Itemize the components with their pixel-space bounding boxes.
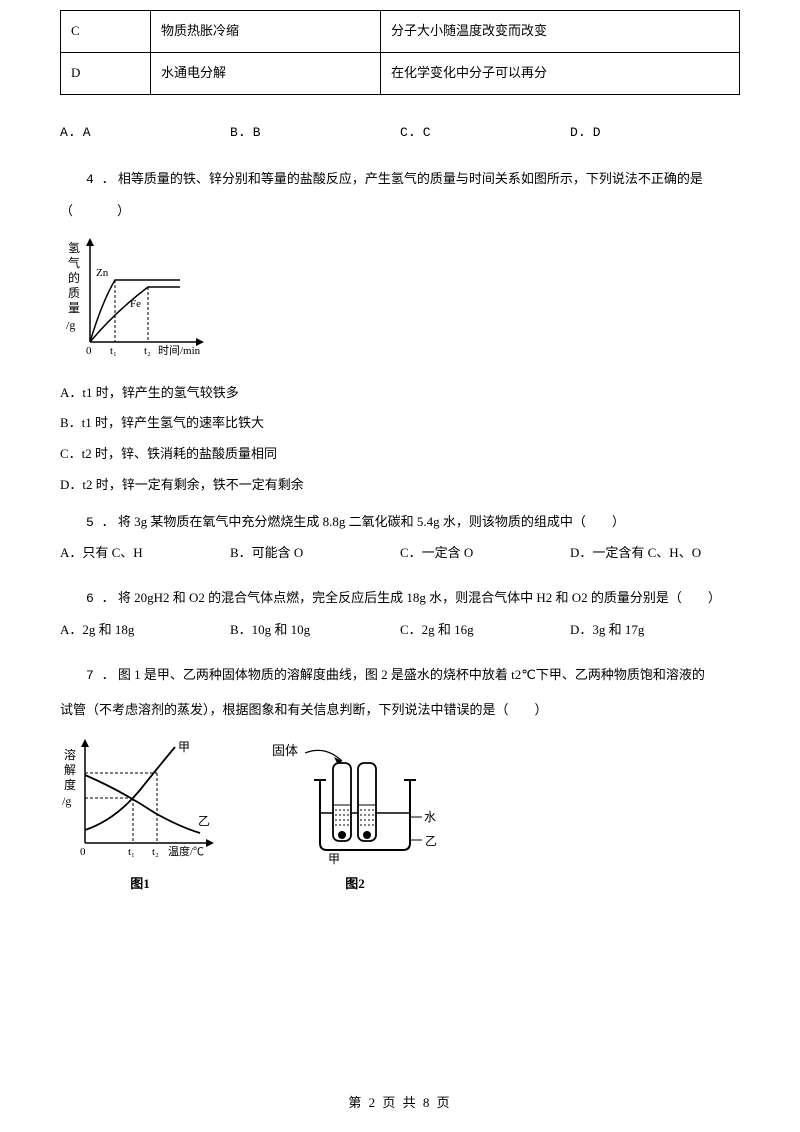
- svg-text:温度/℃: 温度/℃: [168, 844, 204, 858]
- q7-text-line2: 试管（不考虑溶剂的蒸发），根据图象和有关信息判断，下列说法中错误的是（ ）: [60, 696, 740, 725]
- q6-body: 将 20gH2 和 O2 的混合气体点燃，完全反应后生成 18g 水，则混合气体…: [118, 590, 721, 605]
- q5-text: 5 ． 将 3g 某物质在氧气中充分燃烧生成 8.8g 二氧化碳和 5.4g 水…: [60, 508, 740, 538]
- choice-d: D．D: [570, 123, 740, 144]
- q7-figures: 溶 解 度 /g 甲 乙 0 t₁ t₂ 温度/℃ 图1: [60, 735, 740, 895]
- choice-b: B．可能含 O: [230, 543, 400, 564]
- q5-choices: A．只有 C、H B．可能含 O C．一定含 O D．一定含有 C、H、O: [60, 543, 740, 564]
- svg-text:甲: 甲: [328, 852, 340, 865]
- q4-body: 相等质量的铁、锌分别和等量的盐酸反应，产生氢气的质量与时间关系如图所示，下列说法…: [118, 171, 703, 186]
- q7-body1: 图 1 是甲、乙两种固体物质的溶解度曲线，图 2 是盛水的烧杯中放着 t2℃下甲…: [118, 667, 705, 682]
- svg-text:的: 的: [68, 270, 80, 285]
- q4-paren: （ ）: [60, 201, 740, 222]
- q6-text: 6 ． 将 20gH2 和 O2 的混合气体点燃，完全反应后生成 18g 水，则…: [60, 584, 740, 614]
- svg-text:/g: /g: [66, 318, 75, 332]
- cell-explanation: 在化学变化中分子可以再分: [381, 52, 740, 94]
- svg-text:氢: 氢: [68, 240, 80, 255]
- cell-c: C: [61, 11, 151, 53]
- svg-text:度: 度: [64, 777, 76, 792]
- svg-text:固体: 固体: [272, 743, 298, 758]
- choice-c: C．一定含 O: [400, 543, 570, 564]
- svg-text:解: 解: [64, 763, 76, 777]
- svg-text:Fe: Fe: [130, 298, 141, 310]
- fig2-caption: 图2: [270, 874, 440, 895]
- q4-option-c: C．t2 时，锌、铁消耗的盐酸质量相同: [60, 444, 740, 465]
- fig1-caption: 图1: [60, 874, 220, 895]
- choice-d: D．一定含有 C、H、O: [570, 543, 740, 564]
- q4-number: 4 ．: [86, 172, 115, 187]
- svg-text:气: 气: [68, 255, 80, 270]
- q6-number: 6 ．: [86, 591, 115, 606]
- cell-explanation: 分子大小随温度改变而改变: [381, 11, 740, 53]
- svg-text:乙: 乙: [425, 834, 437, 848]
- svg-text:水: 水: [424, 810, 436, 824]
- q4-text: 4 ． 相等质量的铁、锌分别和等量的盐酸反应，产生氢气的质量与时间关系如图所示，…: [60, 165, 740, 195]
- q4-option-b: B．t1 时，锌产生氢气的速率比铁大: [60, 413, 740, 434]
- options-table: C 物质热胀冷缩 分子大小随温度改变而改变 D 水通电分解 在化学变化中分子可以…: [60, 10, 740, 95]
- cell-d: D: [61, 52, 151, 94]
- svg-text:0: 0: [86, 345, 92, 357]
- svg-text:Zn: Zn: [96, 267, 109, 279]
- svg-text:t₁: t₁: [128, 846, 135, 858]
- cell-phenomenon: 水通电分解: [151, 52, 381, 94]
- q5-body: 将 3g 某物质在氧气中充分燃烧生成 8.8g 二氧化碳和 5.4g 水，则该物…: [118, 514, 625, 529]
- q3-choices: A．A B．B C．C D．D: [60, 123, 740, 144]
- choice-c: C．2g 和 16g: [400, 620, 570, 641]
- svg-text:时间/min: 时间/min: [158, 344, 201, 357]
- q7-fig1: 溶 解 度 /g 甲 乙 0 t₁ t₂ 温度/℃ 图1: [60, 735, 220, 895]
- svg-text:溶: 溶: [64, 747, 76, 762]
- table-row: D 水通电分解 在化学变化中分子可以再分: [61, 52, 740, 94]
- page-footer: 第 2 页 共 8 页: [0, 1093, 800, 1114]
- choice-a: A．2g 和 18g: [60, 620, 230, 641]
- choice-b: B．10g 和 10g: [230, 620, 400, 641]
- q5-number: 5 ．: [86, 515, 115, 530]
- q4-option-d: D．t2 时，锌一定有剩余，铁不一定有剩余: [60, 475, 740, 496]
- svg-text:质: 质: [68, 286, 80, 300]
- cell-phenomenon: 物质热胀冷缩: [151, 11, 381, 53]
- choice-a: A．A: [60, 123, 230, 144]
- choice-b: B．B: [230, 123, 400, 144]
- q7-fig2: 固体 水: [270, 735, 440, 895]
- choice-d: D．3g 和 17g: [570, 620, 740, 641]
- svg-text:/g: /g: [62, 794, 71, 808]
- svg-text:甲: 甲: [178, 740, 190, 754]
- choice-a: A．只有 C、H: [60, 543, 230, 564]
- q4-chart: 氢 气 的 质 量 /g Zn Fe 0 t₁ t₂ 时间/min: [60, 232, 740, 369]
- choice-c: C．C: [400, 123, 570, 144]
- svg-text:t₂: t₂: [144, 345, 151, 357]
- svg-text:t₁: t₁: [110, 345, 117, 357]
- svg-text:0: 0: [80, 846, 86, 858]
- q7-number: 7 ．: [86, 668, 115, 683]
- q4-option-a: A．t1 时，锌产生的氢气较铁多: [60, 383, 740, 404]
- svg-text:乙: 乙: [198, 814, 210, 828]
- svg-text:量: 量: [68, 301, 80, 315]
- q7-text-line1: 7 ． 图 1 是甲、乙两种固体物质的溶解度曲线，图 2 是盛水的烧杯中放着 t…: [60, 661, 740, 691]
- svg-text:t₂: t₂: [152, 846, 159, 858]
- table-row: C 物质热胀冷缩 分子大小随温度改变而改变: [61, 11, 740, 53]
- q6-choices: A．2g 和 18g B．10g 和 10g C．2g 和 16g D．3g 和…: [60, 620, 740, 641]
